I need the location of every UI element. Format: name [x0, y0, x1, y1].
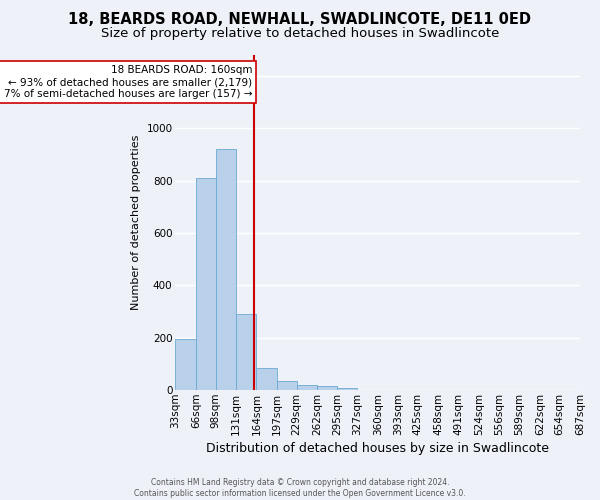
- Y-axis label: Number of detached properties: Number of detached properties: [131, 135, 141, 310]
- Bar: [317, 386, 337, 390]
- Text: 18, BEARDS ROAD, NEWHALL, SWADLINCOTE, DE11 0ED: 18, BEARDS ROAD, NEWHALL, SWADLINCOTE, D…: [68, 12, 532, 28]
- Bar: [337, 388, 357, 390]
- X-axis label: Distribution of detached houses by size in Swadlincote: Distribution of detached houses by size …: [206, 442, 549, 455]
- Text: Size of property relative to detached houses in Swadlincote: Size of property relative to detached ho…: [101, 28, 499, 40]
- Bar: [215, 150, 236, 390]
- Bar: [277, 381, 296, 390]
- Bar: [296, 385, 317, 390]
- Bar: [236, 314, 256, 390]
- Bar: [175, 339, 196, 390]
- Text: Contains HM Land Registry data © Crown copyright and database right 2024.
Contai: Contains HM Land Registry data © Crown c…: [134, 478, 466, 498]
- Bar: [196, 178, 215, 390]
- Text: 18 BEARDS ROAD: 160sqm
← 93% of detached houses are smaller (2,179)
7% of semi-d: 18 BEARDS ROAD: 160sqm ← 93% of detached…: [4, 66, 252, 98]
- Bar: [256, 368, 277, 390]
